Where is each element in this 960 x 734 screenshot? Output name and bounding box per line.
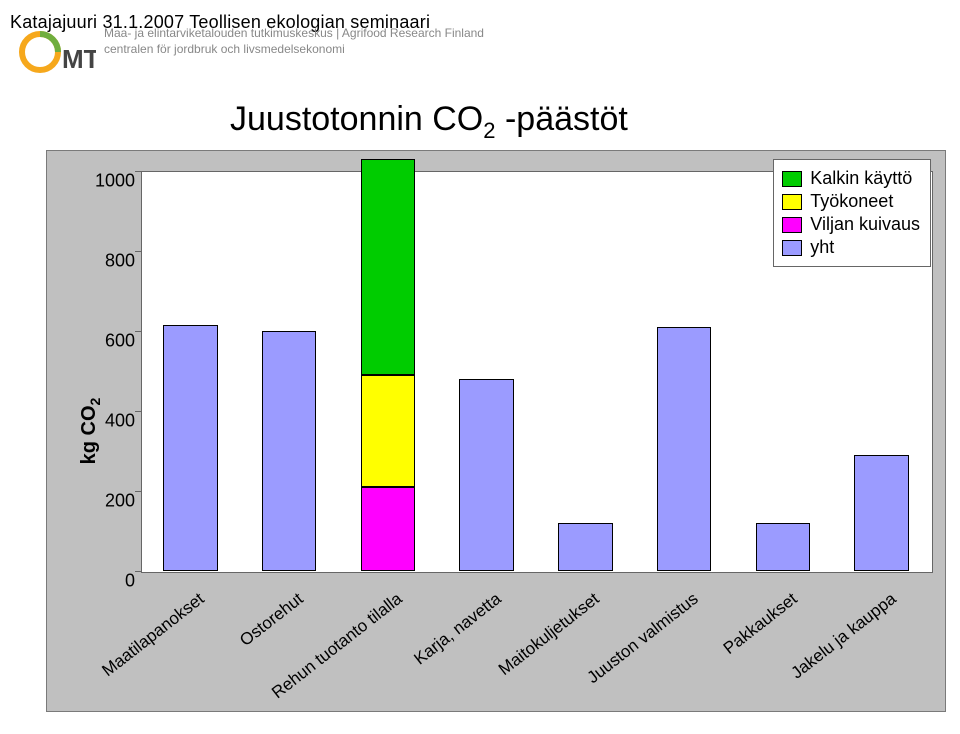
- bar-segment: [459, 379, 513, 571]
- slide: Katajajuuri 31.1.2007 Teollisen ekologia…: [0, 0, 960, 734]
- bar-segment: [854, 455, 908, 571]
- legend-swatch: [782, 171, 802, 187]
- legend-label: yht: [810, 237, 834, 258]
- x-axis-label: Pakkaukset: [720, 589, 802, 659]
- bar-segment: [361, 375, 415, 487]
- ytick-label: 600: [105, 331, 135, 352]
- ytick-label: 200: [105, 491, 135, 512]
- legend-swatch: [782, 240, 802, 256]
- ytick-mark: [135, 251, 141, 252]
- x-axis-label: Maitokuljetukset: [495, 589, 603, 680]
- legend-swatch: [782, 194, 802, 210]
- ytick-mark: [135, 331, 141, 332]
- bar-segment: [163, 325, 217, 571]
- ytick-label: 1000: [95, 171, 135, 192]
- legend-item: Työkoneet: [782, 191, 920, 212]
- legend-label: Kalkin käyttö: [810, 168, 912, 189]
- legend-label: Viljan kuivaus: [810, 214, 920, 235]
- ytick-mark: [135, 411, 141, 412]
- bar-segment: [262, 331, 316, 571]
- x-axis-label: Jakelu ja kauppa: [787, 589, 900, 683]
- ytick-label: 0: [125, 571, 135, 592]
- chart-title: Juustotonnin CO2 -päästöt: [230, 100, 628, 144]
- y-axis-label: kg CO2: [78, 398, 103, 465]
- org-line-1: Maa- ja elintarviketalouden tutkimuskesk…: [104, 26, 484, 40]
- chart-area: kg CO2 Kalkin käyttöTyökoneetViljan kuiv…: [46, 150, 946, 712]
- legend-item: Viljan kuivaus: [782, 214, 920, 235]
- ytick-mark: [135, 491, 141, 492]
- ytick-label: 800: [105, 251, 135, 272]
- mtt-logo: MTT: [18, 26, 96, 83]
- legend-item: Kalkin käyttö: [782, 168, 920, 189]
- bar-segment: [558, 523, 612, 571]
- x-axis-label: Karja, navetta: [410, 589, 505, 669]
- x-axis-label: Maatilapanokset: [99, 589, 209, 681]
- legend-swatch: [782, 217, 802, 233]
- legend-label: Työkoneet: [810, 191, 893, 212]
- legend: Kalkin käyttöTyökoneetViljan kuivausyht: [773, 159, 931, 267]
- ytick-mark: [135, 171, 141, 172]
- org-line-2: centralen för jordbruk och livsmedelseko…: [104, 42, 345, 56]
- bar-segment: [657, 327, 711, 571]
- ytick-label: 400: [105, 411, 135, 432]
- svg-text:MTT: MTT: [62, 44, 96, 74]
- legend-item: yht: [782, 237, 920, 258]
- x-axis-label: Ostorehut: [236, 589, 307, 651]
- ytick-mark: [135, 571, 141, 572]
- bar-segment: [361, 487, 415, 571]
- bar-segment: [756, 523, 810, 571]
- bar-segment: [361, 159, 415, 375]
